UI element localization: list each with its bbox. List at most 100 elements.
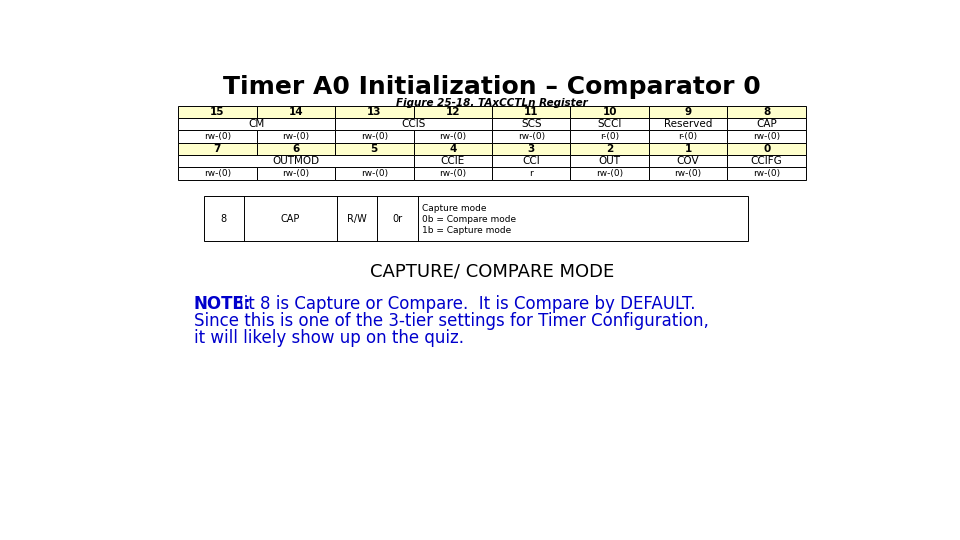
Text: rw-(0): rw-(0) [440, 169, 467, 178]
Bar [492, 155, 570, 167]
Bar [649, 130, 728, 143]
Text: 6: 6 [292, 144, 300, 154]
Bar [728, 155, 805, 167]
Text: 4: 4 [449, 144, 456, 154]
Text: 8: 8 [763, 107, 770, 117]
Text: 9: 9 [684, 107, 692, 117]
Bar [179, 118, 335, 130]
Text: r: r [529, 169, 533, 178]
Text: rw-(0): rw-(0) [282, 132, 309, 141]
Bar [570, 118, 649, 130]
Text: NOTE:: NOTE: [194, 295, 252, 313]
Bar [649, 106, 728, 118]
Bar [335, 106, 414, 118]
Bar [728, 143, 805, 155]
Text: 5: 5 [371, 144, 378, 154]
Text: rw-(0): rw-(0) [675, 169, 702, 178]
Text: rw-(0): rw-(0) [517, 132, 544, 141]
Text: SCS: SCS [521, 119, 541, 129]
Bar [649, 167, 728, 179]
Bar [256, 143, 335, 155]
Text: 8: 8 [221, 214, 227, 224]
Bar [649, 143, 728, 155]
Bar [414, 143, 492, 155]
Bar [335, 167, 414, 179]
Bar [570, 143, 649, 155]
Text: CCIS: CCIS [401, 119, 425, 129]
Bar [414, 167, 492, 179]
Bar [179, 106, 256, 118]
Text: 0b = Compare mode: 0b = Compare mode [422, 215, 516, 224]
Text: 14: 14 [289, 107, 303, 117]
Text: 12: 12 [445, 107, 460, 117]
Text: SCCI: SCCI [597, 119, 622, 129]
Bar [492, 143, 570, 155]
Bar [414, 130, 492, 143]
Text: CM: CM [249, 119, 265, 129]
Bar [728, 106, 805, 118]
Text: 11: 11 [524, 107, 539, 117]
Bar [728, 167, 805, 179]
Bar [728, 118, 805, 130]
Text: R/W: R/W [348, 214, 367, 224]
Text: rw-(0): rw-(0) [753, 132, 780, 141]
Text: CAP: CAP [281, 214, 300, 224]
Bar [492, 106, 570, 118]
Text: rw-(0): rw-(0) [204, 169, 231, 178]
Bar [256, 130, 335, 143]
Text: CAPTURE/ COMPARE MODE: CAPTURE/ COMPARE MODE [370, 262, 614, 281]
Bar [335, 118, 492, 130]
Bar [649, 155, 728, 167]
Text: 15: 15 [210, 107, 225, 117]
Text: 1: 1 [684, 144, 692, 154]
Bar [492, 167, 570, 179]
Text: rw-(0): rw-(0) [361, 132, 388, 141]
Text: it will likely show up on the quiz.: it will likely show up on the quiz. [194, 329, 464, 347]
Bar [570, 106, 649, 118]
Text: Figure 25-18. TAxCCTLn Register: Figure 25-18. TAxCCTLn Register [396, 98, 588, 108]
Text: OUTMOD: OUTMOD [273, 156, 320, 166]
Bar [335, 143, 414, 155]
Text: CCIFG: CCIFG [751, 156, 782, 166]
Text: rw-(0): rw-(0) [440, 132, 467, 141]
Text: OUT: OUT [599, 156, 621, 166]
Bar [256, 106, 335, 118]
Bar [570, 130, 649, 143]
Text: Timer A0 Initialization – Comparator 0: Timer A0 Initialization – Comparator 0 [223, 75, 761, 99]
Text: r-(0): r-(0) [679, 132, 698, 141]
Text: Reserved: Reserved [664, 119, 712, 129]
Text: Bit 8 is Capture or Compare.  It is Compare by DEFAULT.: Bit 8 is Capture or Compare. It is Compa… [227, 295, 695, 313]
Text: 0: 0 [763, 144, 770, 154]
Bar [179, 143, 256, 155]
Text: r-(0): r-(0) [600, 132, 619, 141]
Text: 0r: 0r [393, 214, 402, 224]
Text: 10: 10 [603, 107, 617, 117]
Bar [728, 130, 805, 143]
Text: rw-(0): rw-(0) [753, 169, 780, 178]
Text: 2: 2 [606, 144, 613, 154]
Text: 13: 13 [367, 107, 381, 117]
Text: Capture mode: Capture mode [422, 204, 487, 213]
Bar [649, 118, 728, 130]
Bar [414, 155, 492, 167]
Text: rw-(0): rw-(0) [596, 169, 623, 178]
Text: rw-(0): rw-(0) [204, 132, 231, 141]
Text: rw-(0): rw-(0) [361, 169, 388, 178]
Bar [179, 130, 256, 143]
Bar [179, 155, 414, 167]
Text: 7: 7 [214, 144, 221, 154]
Text: 3: 3 [528, 144, 535, 154]
Bar [414, 106, 492, 118]
Bar [570, 167, 649, 179]
Text: Since this is one of the 3-tier settings for Timer Configuration,: Since this is one of the 3-tier settings… [194, 312, 708, 330]
Bar [204, 197, 748, 241]
Text: CAP: CAP [756, 119, 777, 129]
Text: COV: COV [677, 156, 700, 166]
Text: rw-(0): rw-(0) [282, 169, 309, 178]
Bar [335, 130, 414, 143]
Bar [570, 155, 649, 167]
Bar [492, 130, 570, 143]
Bar [256, 167, 335, 179]
Text: CCI: CCI [522, 156, 540, 166]
Text: 1b = Capture mode: 1b = Capture mode [422, 226, 512, 235]
